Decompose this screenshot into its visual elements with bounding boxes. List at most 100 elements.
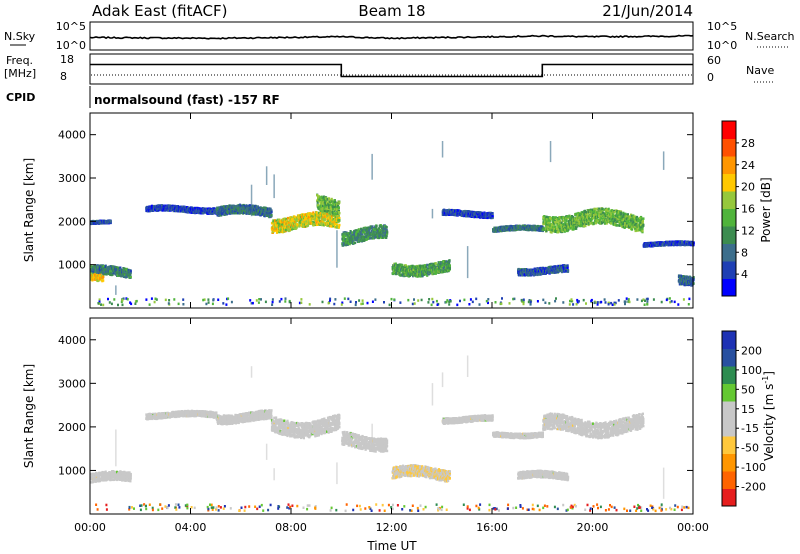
scatter-cell (322, 204, 325, 208)
scatter-cell (285, 222, 288, 226)
scatter-cell (90, 272, 93, 276)
scatter-cell (357, 228, 360, 231)
freq-series-line (90, 63, 693, 78)
scatter-cell (359, 230, 362, 233)
scatter-cell (324, 203, 327, 206)
scatter-cell (355, 229, 359, 232)
scatter-cell (111, 265, 114, 268)
scatter-cell (327, 207, 330, 211)
scatter-cell (319, 196, 322, 199)
scatter-cell (237, 208, 240, 212)
scatter-cell (100, 276, 103, 280)
scatter-cell (234, 211, 237, 215)
scatter-cell (304, 225, 307, 228)
scatter-cell (297, 219, 300, 223)
scatter-cell (275, 231, 279, 234)
scatter-cell (269, 207, 272, 211)
scatter-cell (167, 209, 170, 212)
scatter-cell (448, 267, 451, 270)
scatter-cell (270, 228, 274, 231)
scatter-cell (352, 240, 355, 243)
scatter-cell (109, 220, 112, 223)
scatter-cell (242, 207, 245, 210)
scatter-cell (327, 210, 330, 213)
scatter-cell (319, 202, 322, 206)
scatter-cell (328, 204, 331, 208)
scatter-cell (360, 231, 363, 234)
scatter-cell (296, 219, 299, 222)
scatter-cell (249, 204, 252, 207)
scatter-cell (259, 214, 262, 217)
scatter-cell (281, 230, 284, 234)
scatter-cell (102, 275, 105, 279)
scatter-cell (361, 231, 364, 234)
scatter-cell (326, 206, 329, 209)
scatter-cell (271, 225, 274, 228)
scatter-cell (333, 208, 336, 211)
freq-right-tick-top: 60 (707, 54, 721, 67)
power-heatmap (90, 141, 695, 307)
scatter-cell (351, 232, 354, 236)
scatter-cell (254, 210, 257, 214)
scatter-cell (296, 224, 300, 227)
sky-left-tick-bottom: 10^0 (56, 39, 86, 52)
scatter-cell (283, 223, 286, 226)
scatter-cell (279, 220, 282, 224)
scatter-cell (222, 206, 225, 210)
scatter-cell (326, 215, 329, 218)
scatter-cell (305, 223, 308, 226)
scatter-cell (230, 204, 233, 208)
scatter-cell (129, 269, 132, 273)
scatter-cell (238, 206, 241, 209)
scatter-cell (112, 270, 115, 273)
scatter-cell (316, 199, 319, 202)
date-title: 21/Jun/2014 (602, 2, 693, 20)
scatter-cell (338, 218, 341, 222)
scatter-cell (300, 214, 304, 217)
scatter-cell (285, 228, 288, 232)
scatter-cell (296, 217, 300, 221)
scatter-cell (270, 210, 273, 214)
scatter-cell (321, 215, 325, 219)
scatter-cell (109, 221, 112, 225)
scatter-cell (283, 228, 286, 231)
scatter-cell (335, 212, 338, 216)
scatter-cell (554, 225, 557, 228)
scatter-cell (320, 220, 323, 223)
scatter-cell (96, 275, 99, 278)
scatter-cell (338, 201, 341, 204)
scatter-cell (281, 223, 284, 226)
scatter-cell (326, 218, 330, 221)
scatter-cell (332, 206, 336, 209)
scatter-cell (327, 213, 330, 217)
scatter-cell (116, 271, 119, 274)
scatter-cell (286, 216, 289, 220)
cpid-label: CPID (6, 91, 35, 104)
scatter-cell (115, 272, 118, 276)
scatter-cell (292, 226, 295, 229)
scatter-cell (292, 224, 295, 227)
scatter-cell (312, 215, 315, 218)
scatter-cell (109, 270, 112, 273)
scatter-cell (321, 196, 324, 199)
scatter-cell (285, 217, 288, 221)
scatter-cell (365, 238, 368, 241)
scatter-cell (359, 233, 362, 237)
scatter-cell (448, 259, 451, 262)
scatter-cell (281, 228, 284, 231)
scatter-cell (104, 265, 107, 268)
scatter-cell (105, 273, 108, 276)
scatter-cell (277, 220, 280, 223)
scatter-cell (292, 218, 295, 221)
freq-left-tick-bottom: 8 (60, 70, 67, 83)
scatter-cell (345, 239, 348, 243)
scatter-cell (350, 238, 353, 241)
scatter-cell (99, 271, 102, 275)
scatter-cell (241, 209, 244, 213)
scatter-cell (332, 208, 335, 211)
scatter-cell (375, 224, 378, 228)
scatter-cell (255, 208, 258, 211)
scatter-cell (336, 204, 340, 207)
scatter-cell (316, 201, 319, 204)
